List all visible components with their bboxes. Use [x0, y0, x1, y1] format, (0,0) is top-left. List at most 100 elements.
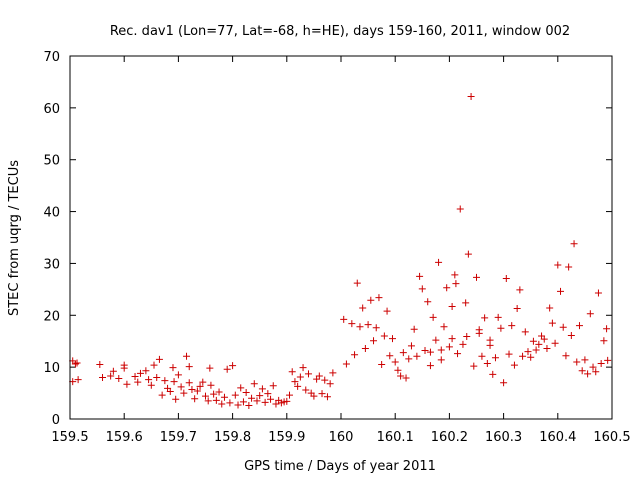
- x-tick-label: 160.1: [377, 430, 414, 445]
- data-point-plus: [245, 402, 253, 410]
- data-point-plus: [326, 380, 334, 388]
- data-point-plus: [136, 369, 144, 377]
- data-point-plus: [177, 383, 185, 391]
- data-point-plus: [546, 304, 554, 312]
- data-point-plus: [405, 355, 413, 363]
- data-point-plus: [212, 396, 220, 404]
- data-point-plus: [223, 365, 231, 373]
- data-point-plus: [600, 337, 608, 345]
- data-point-plus: [161, 377, 169, 385]
- data-point-plus: [454, 350, 462, 358]
- data-point-plus: [486, 341, 494, 349]
- data-point-plus: [261, 398, 269, 406]
- data-point-plus: [74, 376, 82, 384]
- data-point-plus: [391, 358, 399, 366]
- y-tick-label: 40: [43, 206, 60, 221]
- data-point-plus: [153, 374, 161, 382]
- data-point-plus: [158, 391, 166, 399]
- data-point-plus: [375, 294, 383, 302]
- data-point-plus: [554, 261, 562, 269]
- data-point-plus: [191, 395, 199, 403]
- x-tick-label: 160.5: [593, 430, 630, 445]
- data-point-plus: [283, 397, 291, 405]
- data-point-plus: [581, 356, 589, 364]
- data-point-plus: [456, 205, 464, 213]
- y-tick-label: 70: [43, 50, 60, 65]
- data-point-plus: [470, 362, 478, 370]
- data-point-plus: [510, 361, 518, 369]
- data-point-plus: [524, 348, 532, 356]
- data-point-plus: [120, 364, 128, 372]
- data-point-plus: [410, 325, 418, 333]
- data-point-plus: [443, 284, 451, 292]
- data-point-plus: [559, 323, 567, 331]
- data-point-plus: [269, 382, 277, 390]
- data-point-plus: [372, 324, 380, 332]
- data-point-plus: [237, 384, 245, 392]
- data-point-plus: [426, 362, 434, 370]
- data-point-plus: [142, 367, 150, 375]
- data-point-plus: [299, 364, 307, 372]
- data-point-plus: [527, 353, 535, 361]
- data-point-plus: [220, 393, 228, 401]
- data-point-plus: [502, 274, 510, 282]
- data-point-plus: [421, 347, 429, 355]
- data-point-plus: [440, 323, 448, 331]
- data-point-plus: [323, 393, 331, 401]
- data-point-plus: [351, 351, 359, 359]
- data-point-plus: [302, 386, 310, 394]
- data-point-plus: [435, 258, 443, 266]
- data-point-plus: [532, 346, 540, 354]
- data-point-plus: [551, 339, 559, 347]
- data-point-plus: [199, 378, 207, 386]
- y-tick-label: 60: [43, 102, 60, 117]
- data-point-plus: [272, 400, 280, 408]
- data-point-plus: [452, 280, 460, 288]
- data-point-plus: [478, 352, 486, 360]
- y-tick-label: 30: [43, 257, 60, 272]
- data-point-plus: [264, 390, 272, 398]
- data-point-plus: [183, 352, 191, 360]
- data-point-plus: [367, 296, 375, 304]
- data-point-plus: [169, 364, 177, 372]
- data-point-plus: [386, 352, 394, 360]
- data-point-plus: [180, 389, 188, 397]
- x-tick-label: 159.8: [214, 430, 251, 445]
- data-point-plus: [378, 361, 386, 369]
- data-point-plus: [383, 307, 391, 315]
- data-point-plus: [586, 310, 594, 318]
- data-point-plus: [204, 397, 212, 405]
- data-point-plus: [424, 298, 432, 306]
- data-point-plus: [321, 376, 329, 384]
- data-point-plus: [288, 368, 296, 376]
- data-point-plus: [565, 263, 573, 271]
- data-point-plus: [475, 329, 483, 337]
- data-point-plus: [115, 375, 123, 383]
- y-tick-label: 20: [43, 309, 60, 324]
- data-point-plus: [185, 363, 193, 371]
- data-point-plus: [370, 337, 378, 345]
- data-point-plus: [174, 371, 182, 379]
- data-point-plus: [348, 320, 356, 328]
- data-point-plus: [467, 92, 475, 100]
- data-point-plus: [437, 346, 445, 354]
- plot-frame: [69, 55, 613, 420]
- data-point-plus: [432, 336, 440, 344]
- data-point-plus: [578, 367, 586, 375]
- axis-ticks: 159.5 159.6 159.7 159.8 159.9 160 160.1 160.2 16…: [43, 50, 630, 445]
- data-point-plus: [589, 363, 597, 371]
- data-point-plus: [109, 367, 117, 375]
- data-point-plus: [342, 360, 350, 368]
- data-point-plus: [294, 382, 302, 390]
- data-point-plus: [185, 379, 193, 387]
- data-point-plus: [557, 287, 565, 295]
- data-point-plus: [202, 392, 209, 400]
- y-tick-label: 0: [52, 413, 60, 428]
- data-point-plus: [380, 332, 388, 340]
- data-point-plus: [166, 388, 174, 396]
- data-points: [69, 92, 612, 410]
- data-point-plus: [535, 340, 543, 348]
- data-point-plus: [426, 348, 434, 356]
- data-point-plus: [603, 325, 611, 333]
- data-point-plus: [462, 299, 470, 307]
